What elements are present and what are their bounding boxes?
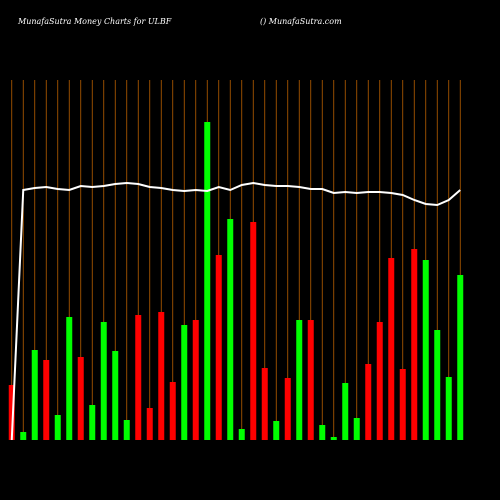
bar bbox=[388, 258, 395, 440]
chart-subtitle: () MunafaSutra.com bbox=[260, 17, 342, 26]
bar bbox=[181, 325, 188, 440]
bar bbox=[123, 420, 130, 440]
bar bbox=[411, 249, 418, 440]
bar bbox=[342, 383, 349, 440]
bar bbox=[434, 330, 441, 440]
bar bbox=[158, 312, 165, 440]
bar bbox=[365, 364, 372, 440]
bar bbox=[20, 432, 27, 440]
bar bbox=[422, 260, 429, 440]
bar bbox=[319, 425, 326, 440]
bar bbox=[215, 255, 222, 440]
bar bbox=[66, 317, 73, 440]
bar bbox=[100, 322, 107, 440]
bar bbox=[250, 222, 257, 440]
bar bbox=[146, 408, 153, 440]
bar bbox=[457, 275, 464, 440]
bar bbox=[192, 320, 199, 440]
bar bbox=[89, 405, 96, 440]
bar bbox=[353, 418, 360, 440]
bar bbox=[8, 385, 15, 440]
bar bbox=[204, 122, 211, 440]
bar bbox=[445, 377, 452, 440]
bar bbox=[284, 378, 291, 440]
chart-title: MunafaSutra Money Charts for ULBF bbox=[17, 17, 172, 26]
bar bbox=[135, 315, 142, 440]
bar bbox=[54, 415, 61, 440]
bar bbox=[307, 320, 314, 440]
bar bbox=[77, 357, 84, 440]
money-flow-line bbox=[10, 181, 461, 441]
bar bbox=[399, 369, 406, 440]
bar bbox=[296, 320, 303, 440]
bar bbox=[238, 429, 245, 440]
bar bbox=[261, 368, 268, 440]
bar bbox=[112, 351, 119, 440]
bar bbox=[169, 382, 176, 440]
bar bbox=[273, 421, 280, 440]
bar bbox=[43, 360, 50, 440]
bar bbox=[330, 437, 337, 440]
bar bbox=[376, 322, 383, 440]
bar bbox=[31, 350, 38, 440]
bar bbox=[227, 219, 234, 440]
